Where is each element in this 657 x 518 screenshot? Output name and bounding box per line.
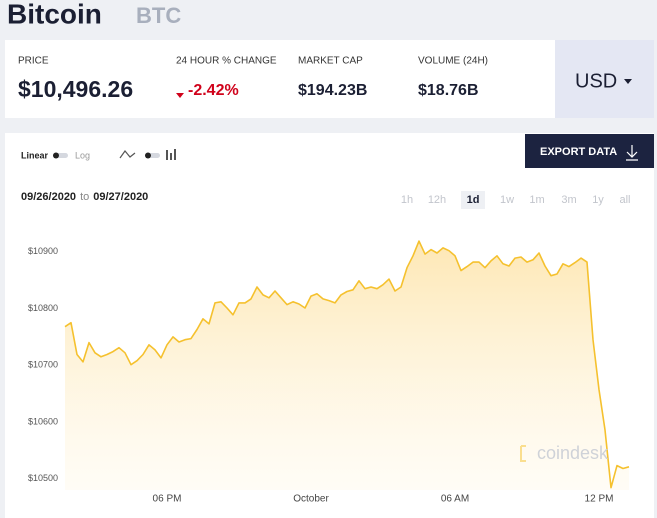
stat-value: -2.42% [188, 82, 239, 99]
y-tick-label: $10600 [28, 416, 58, 426]
line-icon[interactable] [119, 150, 136, 159]
currency-select[interactable] [555, 40, 654, 118]
switch-knob [53, 152, 59, 159]
range-button[interactable]: 12h [428, 194, 446, 206]
stat-value: $10,496.26 [18, 76, 133, 102]
watermark-logo [520, 445, 526, 462]
y-tick-label: $10700 [28, 360, 58, 370]
download-icon [626, 145, 638, 161]
stat-label: MARKET CAP [298, 56, 363, 67]
area [65, 241, 629, 490]
stat-label: VOLUME (24H) [418, 56, 488, 67]
y-tick-label: $10800 [28, 303, 58, 313]
coin-title: Bitcoin [7, 0, 102, 29]
watermark: coindesk [537, 443, 609, 463]
stat-value: $18.76B [418, 82, 479, 99]
range-button[interactable]: 1y [592, 194, 604, 206]
coin-symbol: BTC [136, 3, 181, 28]
stat-label: PRICE [18, 56, 49, 67]
switch-knob [145, 152, 151, 159]
log-toggle[interactable]: Log [75, 150, 90, 160]
stat-value: $194.23B [298, 82, 367, 99]
range-active-bg [461, 191, 485, 209]
date-sep: to [80, 191, 89, 203]
x-tick-label: 06 PM [153, 494, 182, 505]
range-button[interactable]: all [619, 194, 630, 206]
currency[interactable]: USD [575, 70, 617, 92]
stat-label: 24 HOUR % CHANGE [176, 56, 277, 67]
date-from: 09/26/2020 [21, 191, 76, 203]
range-button[interactable]: 1m [529, 194, 544, 206]
plot: $10500 $10600 $10700 $10800 $10900 06 PM Octob… [28, 240, 630, 505]
export-label[interactable]: EXPORT DATA [540, 146, 617, 158]
y-tick-label: $10900 [28, 246, 58, 256]
date-to: 09/27/2020 [93, 191, 148, 203]
ranges: 1h 12h 1d 1w 1m 3m 1y all [401, 191, 631, 209]
range-button[interactable]: 1w [500, 194, 514, 206]
bar-icon[interactable] [166, 149, 176, 160]
x-tick-label: 06 AM [441, 494, 469, 505]
range-button[interactable]: 3m [561, 194, 576, 206]
stats-panel [5, 40, 555, 118]
x-tick-label: October [293, 494, 329, 505]
stats: PRICE $10,496.26 24 HOUR % CHANGE -2.42% MAR… [18, 56, 488, 102]
date-range: 09/26/2020 to 09/27/2020 [21, 191, 148, 203]
x-tick-label: 12 PM [585, 494, 614, 505]
y-tick-label: $10500 [28, 473, 58, 483]
down-arrow [176, 93, 184, 98]
linear-toggle[interactable]: Linear [21, 150, 49, 160]
range-button[interactable]: 1d [467, 194, 480, 206]
price-line [64, 240, 630, 489]
range-button[interactable]: 1h [401, 194, 413, 206]
caret [624, 79, 632, 84]
